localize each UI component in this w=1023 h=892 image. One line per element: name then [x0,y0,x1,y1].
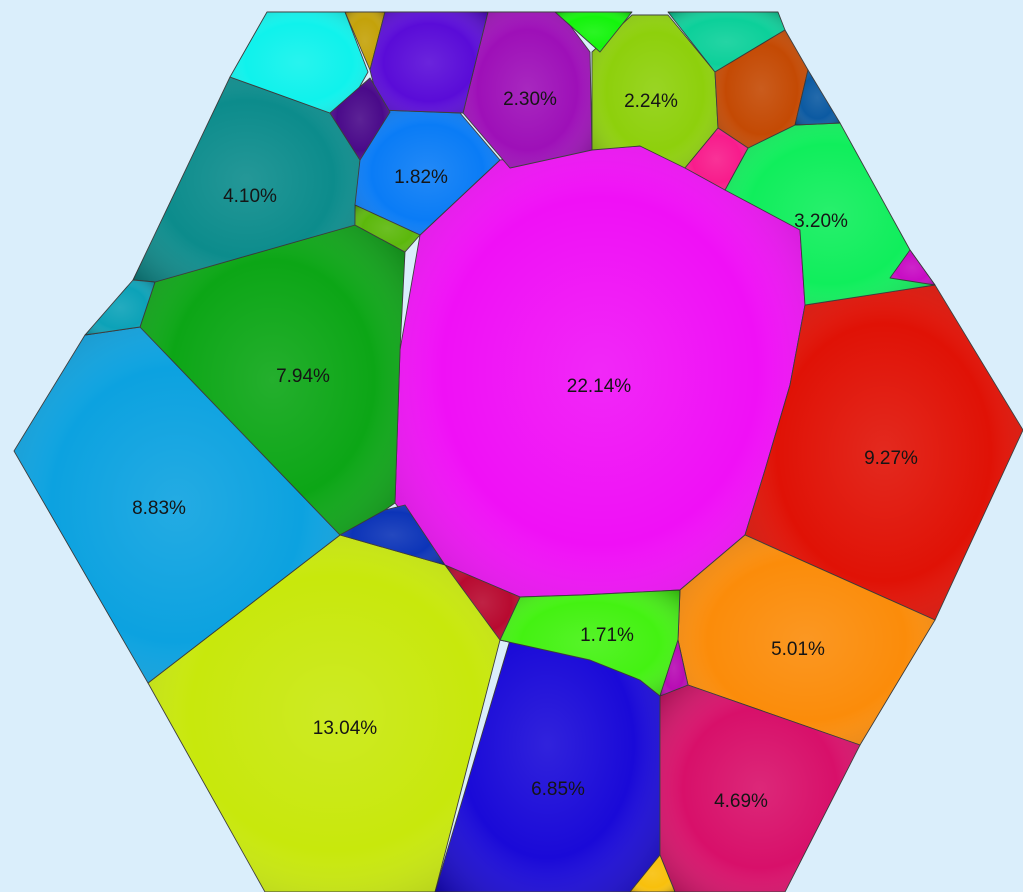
cell-label-bottom-navy: 6.85% [531,779,585,800]
cell-label-top-left-teal: 4.10% [223,186,277,207]
cell-label-right-red: 9.27% [864,448,918,469]
cell-label-bottom-left-large: 13.04% [313,718,378,739]
cell-label-top-purple: 2.30% [503,89,557,110]
cell-label-bottom-right-orange: 5.01% [771,639,825,660]
cell-label-left-green: 7.94% [276,366,330,387]
cell-label-left-blue: 8.83% [132,498,186,519]
cell-label-center: 22.14% [567,376,632,397]
cell-center [394,145,806,598]
cell-label-top-olive: 2.24% [624,91,678,112]
cell-label-top-right-green: 3.20% [794,211,848,232]
cell-label-bottom-lime: 1.71% [580,625,634,646]
cell-label-bottom-right-crimson: 4.69% [714,791,768,812]
cell-label-top-left-azure: 1.82% [394,167,448,188]
